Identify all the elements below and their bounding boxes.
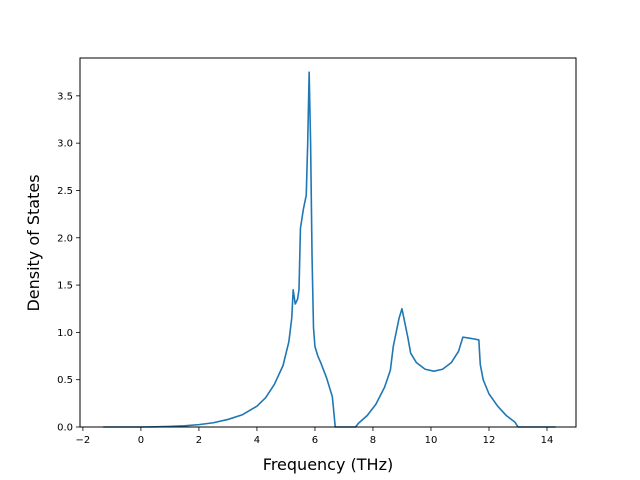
y-tick-label: 2.5 — [57, 186, 73, 197]
y-axis: 0.0 0.5 1.0 1.5 2.0 2.5 3.0 3.5 — [57, 91, 80, 434]
x-tick-label: 12 — [483, 435, 496, 446]
y-tick-label: 2.0 — [57, 233, 73, 244]
x-tick-label: 14 — [541, 435, 554, 446]
plot-area — [103, 71, 556, 428]
x-tick-label: 2 — [196, 435, 202, 446]
y-tick-label: 1.5 — [57, 281, 73, 292]
x-tick-label: 8 — [370, 435, 376, 446]
y-tick-label: 0.5 — [57, 375, 73, 386]
x-tick-label: −2 — [76, 435, 91, 446]
x-tick-label: 6 — [312, 435, 318, 446]
y-tick-label: 3.0 — [57, 139, 73, 150]
x-tick-label: 4 — [254, 435, 260, 446]
y-axis-label: Density of States — [24, 174, 43, 311]
y-tick-label: 3.5 — [57, 91, 73, 102]
x-axis: −2 0 2 4 6 8 10 12 14 — [76, 427, 554, 446]
x-axis-label: Frequency (THz) — [263, 455, 393, 474]
axes-frame — [79, 57, 577, 428]
y-tick-label: 0.0 — [57, 423, 73, 434]
x-tick-label: 0 — [138, 435, 144, 446]
x-tick-label: 10 — [425, 435, 438, 446]
y-tick-label: 1.0 — [57, 328, 73, 339]
dos-series-line — [103, 71, 556, 428]
